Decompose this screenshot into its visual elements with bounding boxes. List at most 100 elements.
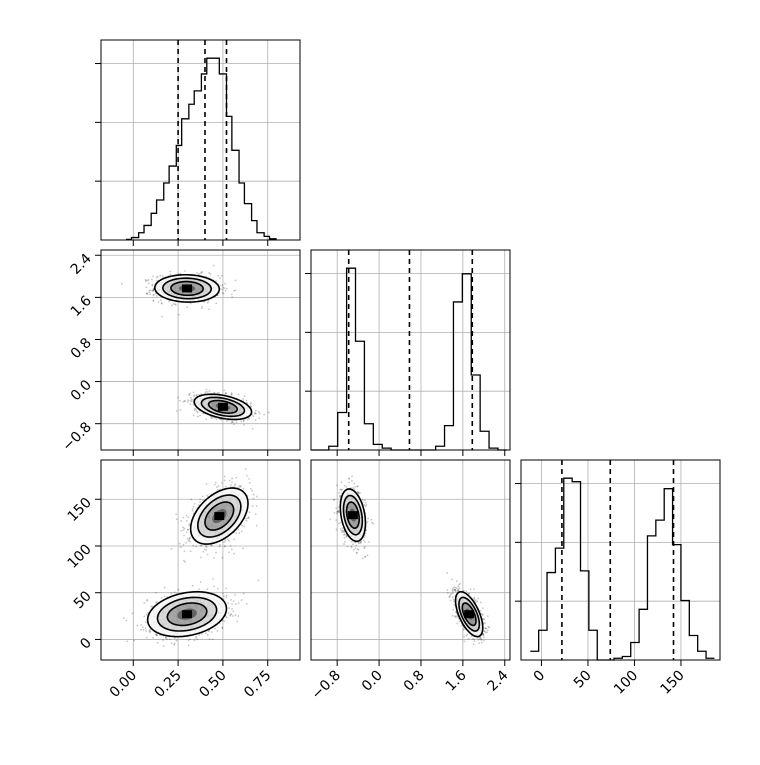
scatter-point [209, 390, 211, 392]
scatter-point [341, 481, 343, 483]
scatter-point [185, 542, 187, 544]
scatter-point [174, 637, 176, 639]
scatter-point [143, 629, 145, 631]
scatter-point [252, 505, 254, 507]
scatter-point [180, 546, 182, 548]
scatter-point [354, 486, 356, 488]
scatter-point [201, 306, 203, 308]
scatter-point [148, 292, 150, 294]
scatter-point [242, 488, 244, 490]
scatter-point [211, 631, 213, 633]
scatter-point [125, 620, 127, 622]
scatter-point [193, 506, 195, 508]
scatter-point [206, 389, 208, 391]
scatter-point [175, 304, 177, 306]
scatter-point [198, 588, 200, 590]
scatter-point [334, 499, 336, 501]
scatter-point [208, 308, 210, 310]
scatter-point [220, 288, 222, 290]
scatter-point [133, 640, 135, 642]
scatter-point [222, 284, 224, 286]
scatter-point [156, 295, 158, 297]
scatter-point [227, 602, 229, 604]
density-peak [214, 512, 224, 520]
scatter-point [344, 541, 346, 543]
scatter-point [356, 486, 358, 488]
scatter-point [183, 535, 185, 537]
scatter-point [179, 400, 181, 402]
scatter-point [351, 545, 353, 547]
scatter-point [363, 504, 365, 506]
scatter-point [201, 271, 203, 273]
scatter-point [222, 293, 224, 295]
scatter-point [365, 504, 367, 506]
scatter-point [480, 602, 482, 604]
scatter-point [143, 616, 145, 618]
scatter-point [342, 527, 344, 529]
scatter-point [164, 595, 166, 597]
scatter-point [235, 532, 237, 534]
scatter-point [191, 399, 193, 401]
scatter-point [340, 522, 342, 524]
scatter-point [236, 621, 238, 623]
scatter-point [145, 280, 147, 282]
scatter-point [183, 544, 185, 546]
scatter-point [151, 279, 153, 281]
scatter-point [190, 303, 192, 305]
scatter-point [186, 531, 188, 533]
scatter-point [351, 541, 353, 543]
scatter-point [207, 302, 209, 304]
scatter-point [227, 539, 229, 541]
scatter-point [348, 478, 350, 480]
scatter-point [190, 499, 192, 501]
scatter-point [190, 397, 192, 399]
scatter-point [194, 408, 196, 410]
scatter-point [180, 520, 182, 522]
cluster-0 [121, 265, 236, 318]
scatter-point [364, 500, 366, 502]
scatter-point [252, 428, 254, 430]
scatter-point [248, 418, 250, 420]
scatter-point [216, 486, 218, 488]
scatter-point [196, 639, 198, 641]
scatter-point [337, 510, 339, 512]
scatter-point [222, 592, 224, 594]
scatter-point [205, 545, 207, 547]
scatter-point [452, 609, 454, 611]
scatter-point [223, 390, 225, 392]
scatter-point [235, 614, 237, 616]
joint-panel-0-1 [121, 265, 270, 430]
scatter-point [238, 602, 240, 604]
scatter-point [235, 421, 237, 423]
scatter-point [228, 612, 230, 614]
scatter-point [186, 520, 188, 522]
scatter-point [194, 503, 196, 505]
scatter-point [165, 637, 167, 639]
scatter-point [359, 492, 361, 494]
scatter-point [451, 578, 453, 580]
scatter-point [336, 512, 338, 514]
scatter-point [338, 506, 340, 508]
scatter-point [186, 515, 188, 517]
scatter-point [149, 290, 151, 292]
scatter-point [367, 521, 369, 523]
scatter-point [192, 545, 194, 547]
scatter-point [335, 507, 337, 509]
scatter-point [205, 549, 207, 551]
scatter-point [254, 412, 256, 414]
scatter-point [168, 301, 170, 303]
scatter-point [225, 596, 227, 598]
scatter-point [246, 475, 248, 477]
cluster-1 [171, 468, 258, 563]
scatter-point [231, 478, 233, 480]
scatter-point [218, 485, 220, 487]
scatter-point [251, 490, 253, 492]
scatter-point [214, 392, 216, 394]
scatter-point [146, 637, 148, 639]
scatter-point [176, 640, 178, 642]
marginal-hist-0 [126, 40, 277, 240]
scatter-point [457, 586, 459, 588]
scatter-point [221, 557, 223, 559]
scatter-point [207, 634, 209, 636]
